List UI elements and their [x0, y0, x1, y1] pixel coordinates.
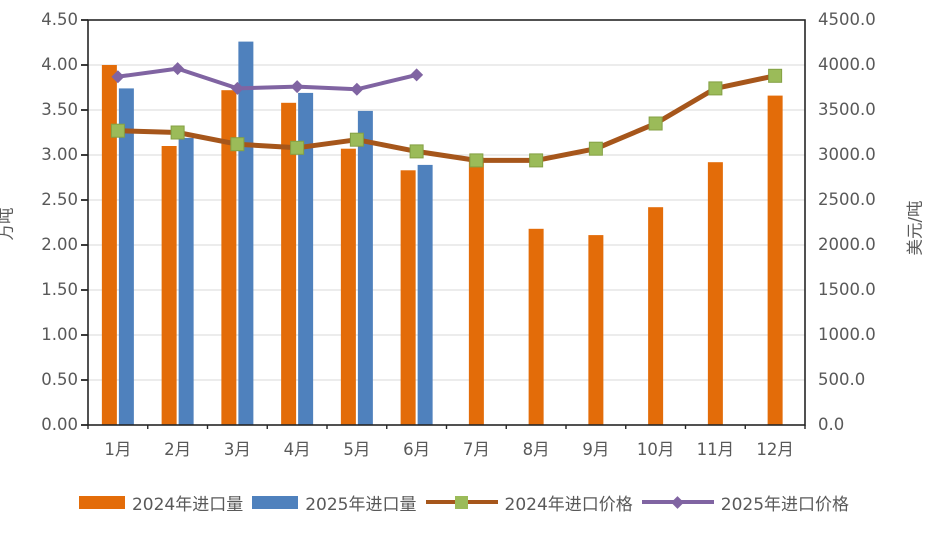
x-axis-label: 7月 — [462, 440, 490, 459]
square-marker-icon — [230, 137, 245, 152]
y-axis-title-left: 万吨 — [0, 207, 16, 241]
square-marker-icon — [648, 116, 663, 131]
x-axis-label: 1月 — [104, 440, 132, 459]
x-axis-label: 8月 — [522, 440, 550, 459]
legend-item-2024-price: 2024年进口价格 — [425, 490, 633, 515]
legend-label: 2025年进口量 — [305, 494, 417, 515]
y-right-tick-label: 3500.0 — [818, 100, 876, 119]
diamond-marker-icon — [111, 70, 125, 84]
x-axis-label: 5月 — [343, 440, 371, 459]
square-marker-icon — [768, 68, 783, 83]
bar-2024 — [528, 228, 544, 425]
square-marker-icon — [290, 140, 305, 155]
legend: 2024年进口量 2025年进口量 2024年进口价格 2025年进口价格 — [0, 482, 928, 522]
line-2024-price — [117, 73, 776, 163]
bar-2024 — [767, 95, 783, 425]
y-right-tick-label: 3000.0 — [818, 145, 876, 164]
plot-border — [87, 19, 806, 426]
x-axis-label: 9月 — [582, 440, 610, 459]
y-left-tick-label: 4.00 — [41, 55, 78, 74]
square-marker-icon — [455, 495, 468, 509]
y-right-tick-label: 1500.0 — [818, 280, 876, 299]
x-axis-label: 3月 — [223, 440, 251, 459]
bar-2024 — [281, 102, 297, 426]
diamond-marker-icon — [290, 80, 304, 94]
square-marker-icon — [588, 141, 603, 156]
bar-2025 — [417, 164, 433, 425]
line-2025-price — [117, 66, 418, 92]
legend-item-2025-price: 2025年进口价格 — [641, 490, 850, 515]
bar-2024 — [588, 235, 604, 425]
bar-2024 — [400, 170, 416, 425]
y-left-tick-label: 4.50 — [41, 10, 78, 29]
x-axis-label: 12月 — [756, 440, 794, 459]
legend-swatch-2025-imports — [252, 495, 299, 509]
bar-2024 — [648, 207, 664, 425]
y-right-tick-label: 1000.0 — [818, 325, 876, 344]
bar-2025 — [238, 41, 254, 425]
legend-label: 2025年进口价格 — [720, 494, 850, 515]
legend-label: 2024年进口量 — [131, 494, 244, 515]
x-axis-label: 10月 — [636, 440, 675, 459]
x-axis-label: 4月 — [283, 440, 311, 459]
y-axis-title-right: 美元/吨 — [905, 200, 925, 256]
x-axis-label: 2月 — [164, 440, 192, 459]
diamond-marker-icon — [230, 81, 244, 95]
legend-item-2025-imports: 2025年进口量 — [252, 490, 417, 515]
diamond-marker-icon — [410, 68, 424, 82]
bar-2024 — [468, 157, 484, 425]
y-right-tick-label: 500.0 — [818, 370, 866, 389]
square-marker-icon — [110, 123, 125, 138]
square-marker-icon — [170, 125, 185, 140]
legend-item-2024-imports: 2024年进口量 — [78, 490, 244, 515]
legend-swatch-2025-price — [641, 495, 714, 510]
y-left-tick-label: 1.50 — [41, 280, 78, 299]
y-right-tick-label: 0.0 — [818, 415, 845, 434]
y-right-tick-label: 2000.0 — [818, 235, 876, 254]
bar-2024 — [221, 90, 237, 425]
legend-swatch-2024-imports — [78, 495, 125, 509]
square-marker-icon — [349, 132, 364, 147]
legend-label: 2024年进口价格 — [504, 494, 633, 515]
legend-swatch-2024-price — [425, 495, 498, 510]
bar-2024 — [707, 162, 723, 425]
y-left-tick-label: 2.00 — [41, 235, 78, 254]
bar-2024 — [101, 65, 117, 425]
x-axis-label: 6月 — [403, 440, 431, 459]
y-left-tick-label: 0.50 — [41, 370, 78, 389]
bar-2024 — [340, 148, 356, 425]
bar-2025 — [178, 137, 194, 425]
diamond-marker-icon — [670, 495, 684, 509]
y-left-tick-label: 1.00 — [41, 325, 78, 344]
y-right-tick-label: 2500.0 — [818, 190, 876, 209]
y-left-tick-label: 3.00 — [41, 145, 78, 164]
y-left-tick-label: 0.00 — [41, 415, 78, 434]
square-marker-icon — [469, 153, 484, 168]
bar-2025 — [118, 88, 134, 426]
diamond-marker-icon — [171, 62, 185, 76]
bar-2025 — [357, 110, 373, 426]
y-left-tick-label: 2.50 — [41, 190, 78, 209]
diamond-marker-icon — [350, 82, 364, 96]
square-marker-icon — [708, 81, 723, 96]
bar-2024 — [161, 146, 177, 425]
square-marker-icon — [529, 153, 544, 168]
y-right-tick-label: 4000.0 — [818, 55, 876, 74]
y-left-tick-label: 3.50 — [41, 100, 78, 119]
bar-2025 — [298, 92, 314, 426]
y-right-tick-label: 4500.0 — [818, 10, 876, 29]
x-axis-label: 11月 — [696, 440, 735, 459]
square-marker-icon — [409, 144, 424, 159]
